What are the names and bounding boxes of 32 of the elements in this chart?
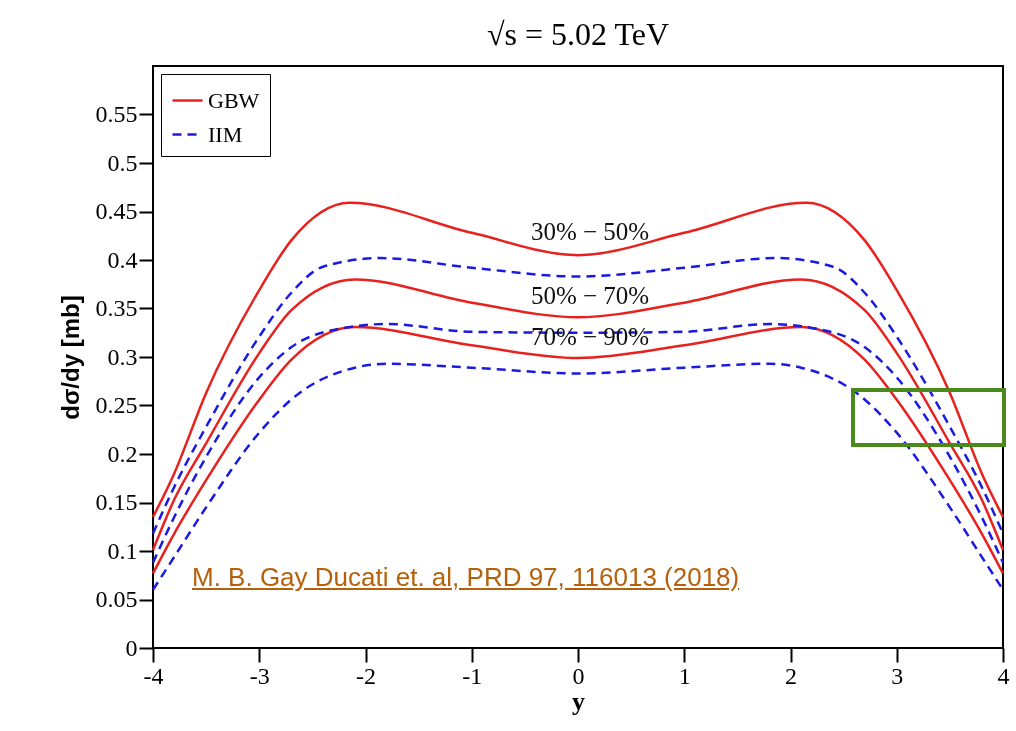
y-tick-label: 0.45 bbox=[95, 198, 138, 224]
y-tick-label: 0.3 bbox=[107, 343, 138, 370]
x-tick-label: -2 bbox=[356, 662, 376, 689]
chart-title: √s = 5.02 TeV bbox=[486, 16, 670, 52]
y-axis-title: dσ/dy [mb] bbox=[56, 295, 84, 420]
y-tick-label: 0.55 bbox=[95, 101, 138, 127]
annotation: 70% − 90% bbox=[530, 323, 650, 351]
legend-label: GBW bbox=[208, 87, 260, 113]
annotation: 30% − 50% bbox=[530, 218, 650, 246]
x-axis-title: y bbox=[572, 686, 585, 716]
y-tick-label: 0.25 bbox=[95, 392, 138, 418]
annotation: 50% − 70% bbox=[530, 282, 650, 310]
x-tick-label: 4 bbox=[997, 662, 1010, 689]
y-tick-label: 0.4 bbox=[107, 246, 138, 273]
y-tick-label: 0.2 bbox=[107, 440, 138, 467]
y-tick-label: 0.5 bbox=[107, 149, 138, 176]
line-series bbox=[151, 362, 1005, 592]
x-tick-label: 2 bbox=[785, 662, 797, 689]
y-tick-label: 0 bbox=[125, 634, 138, 661]
y-tick-label: 0.35 bbox=[95, 295, 138, 321]
line-series bbox=[151, 201, 1005, 519]
x-tick-label: -3 bbox=[249, 662, 270, 689]
y-tick-label: 0.1 bbox=[107, 537, 138, 564]
x-tick-label: -1 bbox=[462, 662, 483, 689]
legend-label: IIM bbox=[208, 121, 243, 147]
y-tick-label: 0.15 bbox=[95, 489, 138, 515]
x-tick-label: 1 bbox=[678, 662, 691, 689]
x-tick-label: -4 bbox=[143, 662, 164, 689]
annotation: M. B. Gay Ducati et. al, PRD 97, 116013 (2018) bbox=[192, 562, 740, 593]
x-tick-label: 0 bbox=[572, 662, 585, 689]
y-tick-label: 0.05 bbox=[95, 586, 138, 612]
x-tick-label: 3 bbox=[891, 662, 904, 689]
